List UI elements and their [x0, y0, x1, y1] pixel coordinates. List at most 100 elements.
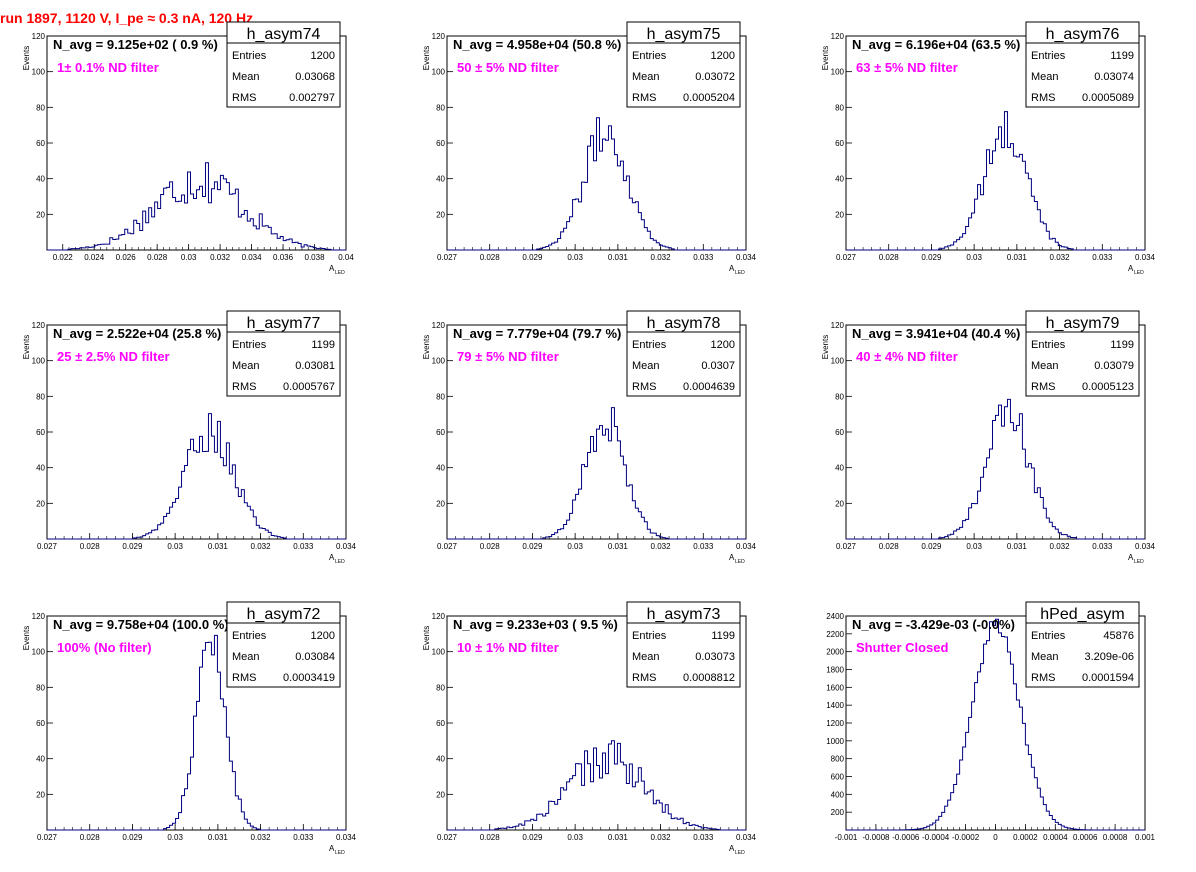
x-axis-label: A: [1128, 553, 1134, 562]
x-tick-label: 0.027: [836, 253, 857, 262]
x-tick-label: 0.031: [208, 833, 229, 842]
y-tick-label: 80: [36, 392, 45, 401]
filter-label: Shutter Closed: [856, 640, 949, 655]
x-tick-label: 0.03: [181, 253, 197, 262]
x-tick-label: 0.034: [736, 833, 757, 842]
x-tick-label: 0.04: [338, 253, 354, 262]
stats-value-entries: 1200: [311, 50, 335, 62]
x-tick-label: 0.034: [336, 833, 357, 842]
y-tick-label: 60: [436, 719, 445, 728]
stats-value-entries: 1199: [711, 630, 735, 642]
stats-value-entries: 1199: [311, 339, 335, 351]
y-axis-label: Events: [22, 626, 31, 650]
y-tick-label: 60: [436, 139, 445, 148]
stats-box: [1025, 310, 1140, 397]
histogram-h_asym77: 0.027 0.028 0.029 0.03 0.031 0.032 0.033 0.034 2…: [22, 310, 357, 565]
histogram-h_asym74: 0.022 0.024 0.026 0.028 0.03 0.032 0.034 0.036 0…: [22, 21, 354, 276]
y-tick-label: 20: [835, 499, 844, 508]
stats-title: h_asym76: [1046, 26, 1120, 43]
x-tick-label: 0.029: [522, 833, 543, 842]
y-tick-label: 400: [831, 790, 845, 799]
histogram-line: [47, 413, 346, 540]
x-tick-label: 0.031: [1007, 542, 1028, 551]
x-tick-label: 0.031: [208, 542, 229, 551]
y-tick-label: 120: [432, 612, 446, 621]
stats-box: [626, 601, 741, 688]
stats-box: [1025, 601, 1140, 688]
x-tick-label: 0.033: [1092, 253, 1113, 262]
y-tick-label: 20: [436, 499, 445, 508]
stats-label-mean: Mean: [1031, 71, 1059, 83]
stats-value-mean: 0.03068: [295, 71, 335, 83]
y-tick-label: 120: [432, 321, 446, 330]
x-tick-label: 0.028: [147, 253, 168, 262]
y-tick-label: 80: [36, 103, 45, 112]
histogram-line: [447, 407, 746, 540]
x-tick-label: 0.031: [608, 542, 629, 551]
x-tick-label: 0.029: [921, 542, 942, 551]
stats-title: h_asym75: [647, 26, 721, 43]
x-tick-label: 0.027: [437, 833, 458, 842]
stats-value-mean: 0.0307: [701, 360, 735, 372]
stats-value-entries: 1199: [1110, 339, 1134, 351]
stats-value-rms: 0.0005089: [1082, 92, 1134, 104]
y-axis-label: Events: [422, 626, 431, 650]
x-tick-label: 0.027: [37, 542, 58, 551]
x-tick-label: 0.031: [1007, 253, 1028, 262]
navg-label: N_avg = 9.233e+03 ( 9.5 %): [453, 617, 618, 632]
stats-label-rms: RMS: [632, 92, 656, 104]
x-axis-label-sub: LED: [335, 559, 345, 565]
y-tick-label: 800: [831, 755, 845, 764]
stats-label-entries: Entries: [232, 630, 267, 642]
run-title: run 1897, 1120 V, I_pe ≈ 0.3 nA, 120 Hz: [0, 10, 254, 26]
y-tick-label: 80: [436, 392, 445, 401]
stats-label-rms: RMS: [1031, 92, 1055, 104]
x-axis-label: A: [1128, 264, 1134, 273]
x-axis-label-sub: LED: [735, 850, 745, 856]
x-tick-label: 0.029: [122, 833, 143, 842]
x-tick-label: -0.001: [835, 833, 858, 842]
y-tick-label: 100: [831, 357, 845, 366]
stats-value-rms: 0.0008812: [683, 672, 735, 684]
stats-label-rms: RMS: [232, 381, 256, 393]
x-axis-label-sub: LED: [335, 850, 345, 856]
stats-label-mean: Mean: [232, 651, 260, 663]
x-tick-label: 0.032: [1050, 542, 1071, 551]
x-tick-label: 0.028: [480, 253, 501, 262]
y-tick-label: 200: [831, 808, 845, 817]
x-axis-label: A: [329, 553, 335, 562]
y-axis-label: Events: [821, 335, 830, 359]
stats-box: [226, 310, 341, 397]
x-axis-label-sub: LED: [1134, 559, 1144, 565]
x-tick-label: 0.036: [273, 253, 294, 262]
stats-value-rms: 0.0004639: [683, 381, 735, 393]
x-axis-label: A: [729, 553, 735, 562]
y-axis-label: Events: [422, 46, 431, 70]
stats-box: [226, 601, 341, 688]
y-tick-label: 100: [432, 357, 446, 366]
y-tick-label: 60: [835, 139, 844, 148]
filter-label: 50 ± 5% ND filter: [457, 60, 559, 75]
stats-value-entries: 1199: [1110, 50, 1134, 62]
x-tick-label: 0.028: [480, 833, 501, 842]
x-tick-label: 0.033: [693, 253, 714, 262]
y-tick-label: 40: [436, 755, 445, 764]
navg-label: N_avg = 2.522e+04 (25.8 %): [53, 326, 221, 341]
stats-value-rms: 0.0005767: [283, 381, 335, 393]
y-axis-label: Events: [22, 335, 31, 359]
x-tick-label: 0: [993, 833, 998, 842]
x-tick-label: 0.027: [836, 542, 857, 551]
y-tick-label: 60: [835, 428, 844, 437]
stats-title: h_asym79: [1046, 315, 1120, 332]
filter-label: 100% (No filter): [57, 640, 152, 655]
x-tick-label: 0.032: [251, 542, 272, 551]
y-tick-label: 120: [432, 32, 446, 41]
y-tick-label: 40: [436, 175, 445, 184]
filter-label: 25 ± 2.5% ND filter: [57, 349, 170, 364]
stats-value-rms: 0.0005204: [683, 92, 735, 104]
y-tick-label: 1000: [826, 737, 844, 746]
histogram-line: [447, 117, 746, 251]
filter-label: 1± 0.1% ND filter: [57, 60, 159, 75]
x-tick-label: 0.03: [167, 542, 183, 551]
